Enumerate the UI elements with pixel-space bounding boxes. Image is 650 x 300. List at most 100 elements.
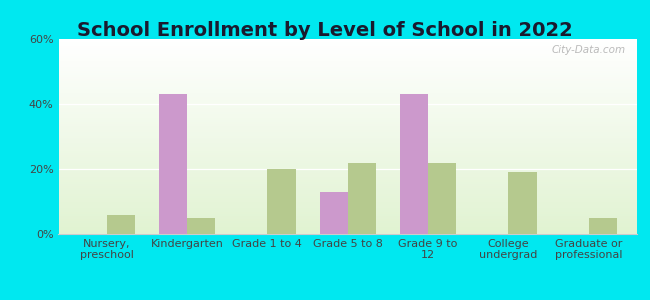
Bar	[58, 84, 637, 86]
Bar	[58, 212, 637, 214]
Bar	[267, 169, 296, 234]
Bar	[58, 148, 637, 150]
Bar	[58, 49, 637, 51]
Bar	[58, 125, 637, 127]
Bar	[58, 150, 637, 152]
Bar	[58, 187, 637, 189]
Bar	[58, 111, 637, 113]
Bar	[428, 163, 456, 234]
Bar	[58, 177, 637, 179]
Bar	[58, 62, 637, 64]
Bar	[58, 58, 637, 61]
Bar	[58, 181, 637, 183]
Bar	[58, 127, 637, 129]
Bar	[58, 205, 637, 207]
Bar	[58, 140, 637, 142]
Bar	[58, 90, 637, 92]
Bar	[58, 45, 637, 47]
Bar	[58, 66, 637, 68]
Legend: Doddsville, MS, Mississippi: Doddsville, MS, Mississippi	[216, 299, 479, 300]
Bar	[58, 70, 637, 72]
Bar	[58, 209, 637, 211]
Bar	[58, 51, 637, 52]
Bar	[58, 214, 637, 217]
Bar	[58, 43, 637, 45]
Bar	[58, 176, 637, 177]
Bar	[58, 55, 637, 56]
Bar	[58, 142, 637, 144]
Bar	[58, 117, 637, 119]
Bar	[58, 193, 637, 195]
Bar	[58, 144, 637, 146]
Bar	[58, 158, 637, 160]
Bar	[58, 133, 637, 134]
Bar	[58, 207, 637, 209]
Bar	[58, 76, 637, 78]
Bar	[58, 113, 637, 115]
Bar	[58, 136, 637, 138]
Bar	[58, 211, 637, 212]
Bar	[58, 68, 637, 70]
Bar	[58, 195, 637, 197]
Bar	[58, 80, 637, 82]
Bar	[58, 99, 637, 101]
Bar	[58, 203, 637, 205]
Bar	[58, 56, 637, 58]
Bar	[58, 169, 637, 172]
Bar	[58, 94, 637, 95]
Bar	[58, 47, 637, 49]
Bar	[58, 199, 637, 201]
Bar	[58, 86, 637, 88]
Bar	[58, 179, 637, 181]
Bar	[58, 60, 637, 62]
Text: City-Data.com: City-Data.com	[551, 45, 625, 55]
Bar	[58, 228, 637, 230]
Bar	[58, 131, 637, 133]
Bar	[58, 103, 637, 105]
Bar	[58, 189, 637, 191]
Bar	[589, 218, 617, 234]
Bar	[58, 217, 637, 218]
Bar	[58, 172, 637, 173]
Bar	[58, 197, 637, 199]
Bar	[58, 88, 637, 90]
Bar	[58, 218, 637, 220]
Bar	[58, 39, 637, 41]
Text: School Enrollment by Level of School in 2022: School Enrollment by Level of School in …	[77, 21, 573, 40]
Bar	[58, 160, 637, 162]
Bar	[58, 138, 637, 140]
Bar	[58, 154, 637, 156]
Bar	[58, 220, 637, 222]
Bar	[58, 146, 637, 148]
Bar	[58, 119, 637, 121]
Bar	[58, 74, 637, 76]
Bar	[58, 168, 637, 169]
Bar	[58, 98, 637, 100]
Bar	[187, 218, 215, 234]
Bar	[58, 72, 637, 74]
Bar	[58, 107, 637, 109]
Bar	[159, 94, 187, 234]
Bar	[320, 192, 348, 234]
Bar	[58, 222, 637, 224]
Bar	[58, 52, 637, 55]
Bar	[58, 185, 637, 187]
Bar	[58, 152, 637, 154]
Bar	[58, 164, 637, 166]
Bar	[58, 82, 637, 84]
Bar	[58, 129, 637, 130]
Bar	[58, 162, 637, 164]
Bar	[58, 191, 637, 193]
Bar	[58, 226, 637, 228]
Bar	[58, 78, 637, 80]
Bar	[58, 121, 637, 123]
Bar	[58, 109, 637, 111]
Bar	[348, 163, 376, 234]
Bar	[58, 224, 637, 226]
Bar	[107, 214, 135, 234]
Bar	[58, 105, 637, 107]
Bar	[58, 201, 637, 203]
Bar	[58, 41, 637, 43]
Bar	[58, 101, 637, 103]
Bar	[58, 115, 637, 117]
